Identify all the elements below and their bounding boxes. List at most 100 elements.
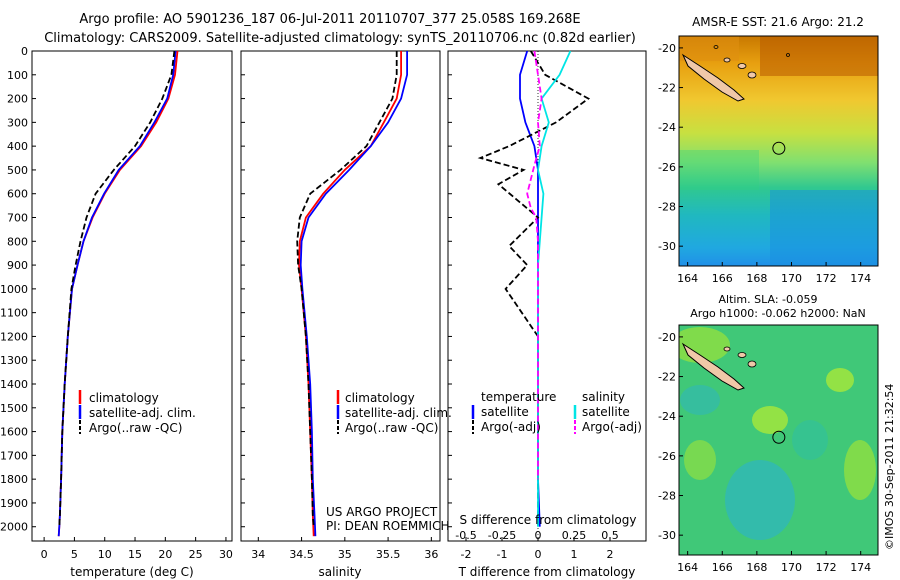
- latitude-tick-label: -22: [658, 82, 676, 95]
- salinity-diff-tick-labels: -0.5 -0.25 0 0.25 0.5: [455, 529, 618, 542]
- salinity-tick-label: 36: [424, 548, 438, 561]
- sla-high-patch: [684, 440, 716, 480]
- t-difference-xlabel: T difference from climatology: [458, 565, 636, 579]
- sst-map-axes: 164 166 168 170 172 174 -20 -22 -24 -26 -28 -30: [658, 42, 871, 285]
- difference-legend: temperature satellite Argo(-adj) salinit…: [471, 390, 642, 434]
- legend-climatology-label: climatology: [345, 391, 415, 405]
- depth-tick-label: 1600: [0, 426, 28, 439]
- temperature-panel: 0100200300400500600700800900100011001200…: [0, 45, 233, 579]
- depth-tick-label: 1800: [0, 473, 28, 486]
- longitude-tick-label: 164: [677, 561, 698, 574]
- temperature-tick-label: 15: [128, 548, 142, 561]
- depth-tick-label: 900: [7, 259, 28, 272]
- s-difference-label: S difference from climatology: [460, 513, 637, 527]
- depth-tick-label: 1000: [0, 283, 28, 296]
- t-diff-tick-label: 0: [535, 548, 542, 561]
- legend-argo-label: Argo(..raw -QC): [89, 421, 182, 435]
- loyalty-island: [723, 346, 731, 352]
- sst-map-frame: [678, 35, 879, 267]
- depth-tick-label: 400: [7, 140, 28, 153]
- difference-series: [477, 50, 591, 527]
- new-caledonia-island: [681, 53, 745, 102]
- longitude-tick-label: 172: [816, 561, 837, 574]
- longitude-tick-label: 166: [712, 272, 733, 285]
- latitude-tick-label: -30: [658, 529, 676, 542]
- temperature-axes-frame: [31, 50, 233, 542]
- sla-map-axes: 164 166 168 170 172 174 -20 -22 -24 -26 -28 -30: [658, 331, 871, 574]
- salinity-tick-label: 34: [251, 548, 265, 561]
- latitude-tick-label: -22: [658, 371, 676, 384]
- depth-axis: 0 100 200 300 400 500 600 700 800 900 1000 1100 1200…: [0, 45, 36, 534]
- t-diff-tick-label: -2: [461, 548, 472, 561]
- island: [786, 53, 790, 57]
- sst-warm-patch: [679, 36, 739, 61]
- sst-map-title: AMSR-E SST: 21.6 Argo: 21.2: [692, 15, 864, 29]
- depth-tick-label: 300: [7, 116, 28, 129]
- longitude-tick-label: 170: [781, 272, 802, 285]
- sla-map-title-line2: Argo h1000: -0.062 h2000: NaN: [690, 307, 866, 320]
- longitude-tick-label: 174: [850, 272, 871, 285]
- salinity-tick-label: 34.5: [289, 548, 314, 561]
- series-line-s-argo-adj-: [526, 50, 543, 480]
- depth-tick-label: 1500: [0, 402, 28, 415]
- longitude-tick-label: 166: [712, 561, 733, 574]
- legend-argo-label: Argo(..raw -QC): [345, 421, 438, 435]
- t-diff-tick-label: -1: [497, 548, 508, 561]
- s-diff-tick-label: 0: [535, 529, 542, 542]
- s-diff-tick-label: -0.5: [455, 529, 476, 542]
- latitude-tick-label: -28: [658, 490, 676, 503]
- temperature-legend: climatology satellite-adj. clim. Argo(..…: [78, 390, 196, 435]
- temperature-tick-label: 20: [158, 548, 172, 561]
- sst-warm-patch: [760, 36, 878, 76]
- longitude-tick-label: 174: [850, 561, 871, 574]
- loyalty-island: [747, 71, 757, 79]
- legend-s-argo-label: Argo(-adj): [582, 420, 642, 434]
- temperature-tick-label: 0: [41, 548, 48, 561]
- longitude-tick-label: 168: [746, 561, 767, 574]
- legend-climatology-label: climatology: [89, 391, 159, 405]
- argo-position-marker: [772, 430, 786, 444]
- legend-satellite-label: satellite-adj. clim.: [345, 406, 452, 420]
- salinity-x-axis: 34 34.5 35 35.5 36: [241, 50, 438, 561]
- loyalty-island: [737, 352, 747, 358]
- loyalty-island: [737, 63, 747, 69]
- latitude-tick-label: -30: [658, 240, 676, 253]
- sla-high-patch: [844, 440, 876, 500]
- sla-low-patch: [792, 420, 828, 460]
- latitude-tick-label: -28: [658, 201, 676, 214]
- salinity-panel: 34 34.5 35 35.5 36 climatology satellite-adj…: [240, 50, 452, 579]
- series-line-argo-raw-qc-: [58, 50, 176, 527]
- argo-position-marker: [772, 141, 786, 155]
- sla-high-patch: [826, 368, 854, 392]
- depth-tick-label: 1100: [0, 307, 28, 320]
- sla-high-patch: [752, 406, 788, 434]
- depth-tick-label: 100: [7, 69, 28, 82]
- difference-panel: -2 -1 0 1 2 temperature satellite Argo(-adj)…: [447, 50, 647, 579]
- series-line-argo-raw-qc-: [296, 51, 398, 527]
- latitude-tick-label: -24: [658, 121, 676, 134]
- sla-low-patch: [725, 460, 795, 540]
- series-line-satellite-adj-clim-: [57, 50, 177, 537]
- latitude-tick-label: -24: [658, 410, 676, 423]
- legend-salinity-title: salinity: [582, 390, 625, 404]
- depth-tick-label: 0: [21, 45, 28, 58]
- salinity-axes-frame: [240, 50, 441, 542]
- difference-x-axis: -2 -1 0 1 2: [448, 50, 614, 561]
- salinity-tick-label: 35: [338, 548, 352, 561]
- depth-tick-label: 700: [7, 212, 28, 225]
- new-caledonia-island: [681, 342, 745, 391]
- legend-t-satellite-label: satellite: [481, 405, 529, 419]
- timestamp-label: ©IMOS 30-Sep-2011 21:32:54: [883, 384, 896, 550]
- longitude-tick-label: 168: [746, 272, 767, 285]
- latitude-tick-label: -20: [658, 42, 676, 55]
- latitude-tick-label: -26: [658, 450, 676, 463]
- temperature-tick-label: 25: [189, 548, 203, 561]
- series-line-climatology: [57, 50, 179, 537]
- latitude-tick-label: -26: [658, 161, 676, 174]
- title-line2: Climatology: CARS2009. Satellite-adjuste…: [44, 31, 636, 46]
- t-diff-tick-label: 1: [571, 548, 578, 561]
- depth-tick-label: 1700: [0, 449, 28, 462]
- depth-tick-label: 600: [7, 188, 28, 201]
- temperature-xlabel: temperature (deg C): [70, 565, 193, 579]
- longitude-tick-label: 170: [781, 561, 802, 574]
